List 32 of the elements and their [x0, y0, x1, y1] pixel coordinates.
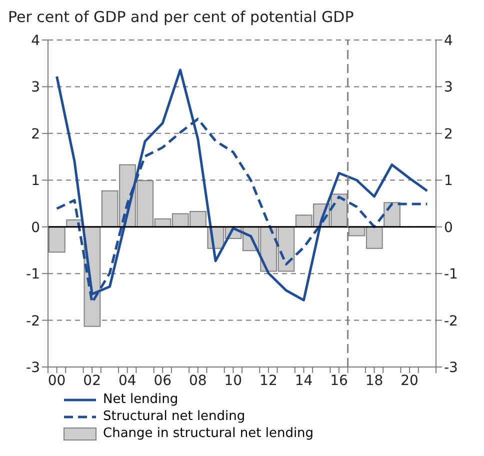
y2-tick-label: -2: [444, 313, 458, 330]
x-tick-label: 00: [48, 372, 66, 389]
y2-tick-label: 0: [444, 220, 453, 236]
x-tick-label: 10: [224, 372, 242, 389]
y-tick-label: 0: [31, 220, 40, 236]
y-tick-label: 1: [31, 173, 40, 190]
legend-label: Structural net lending: [103, 409, 246, 424]
x-tick-label: 04: [118, 372, 136, 389]
x-tick-label: 16: [330, 372, 348, 389]
x-tick-label: 06: [154, 372, 172, 389]
y2-tick-label: -1: [444, 266, 458, 283]
legend-label: Change in structural net lending: [103, 426, 314, 441]
y-tick-label: 2: [31, 126, 40, 142]
x-tick-label: 20: [400, 372, 418, 389]
y-tick-label: -2: [26, 313, 40, 330]
x-tick-label: 18: [365, 372, 384, 389]
y2-tick-label: 4: [444, 32, 453, 49]
y2-tick-label: 2: [444, 126, 453, 142]
y2-tick-label: -3: [444, 360, 458, 376]
x-tick-label: 08: [188, 372, 207, 389]
x-tick-label: 12: [260, 372, 278, 389]
y-tick-label: -1: [26, 266, 40, 283]
y-tick-label: -3: [26, 360, 40, 376]
y2-tick-label: 3: [444, 80, 453, 96]
legend-label: Net lending: [103, 392, 178, 407]
x-tick-label: 02: [83, 372, 102, 389]
line-series: [56, 68, 428, 302]
x-tick-label: 14: [294, 372, 313, 389]
y-tick-label: 3: [31, 80, 40, 96]
y-tick-label: 4: [31, 32, 40, 49]
y2-tick-label: 1: [444, 173, 453, 190]
chart-title: Per cent of GDP and per cent of potential GDP: [8, 8, 355, 26]
